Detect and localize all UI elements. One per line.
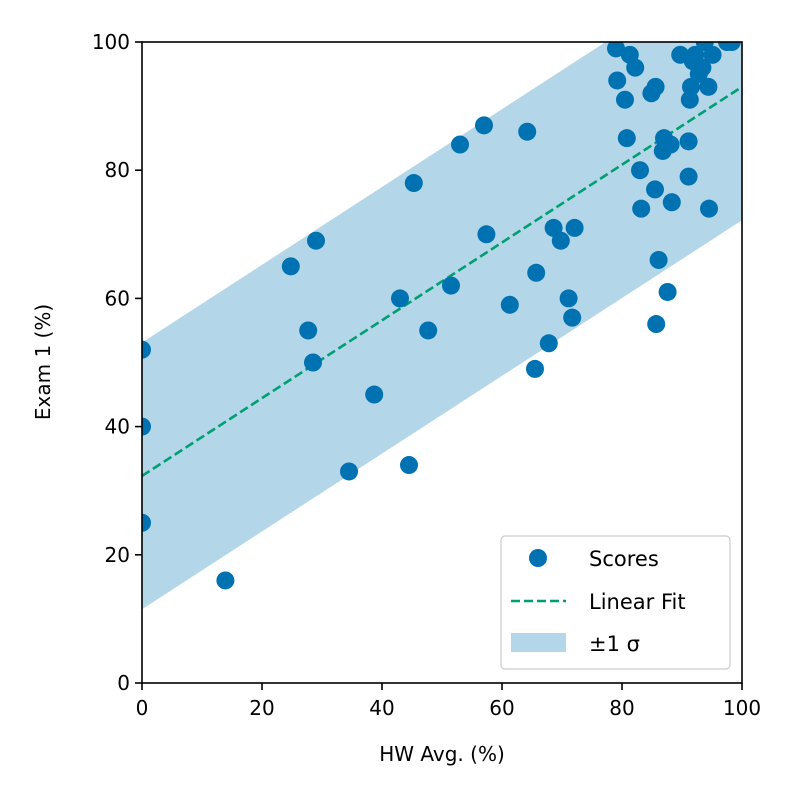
data-point — [400, 456, 418, 475]
data-point — [565, 218, 584, 237]
data-point — [679, 167, 698, 186]
y-tick-label: 60 — [105, 286, 130, 310]
data-point — [340, 462, 358, 481]
legend-marker-scores — [529, 549, 547, 567]
legend-label-band: ±1 σ — [589, 632, 640, 656]
data-point — [626, 58, 645, 77]
data-point — [304, 353, 322, 372]
x-tick-label: 80 — [609, 696, 634, 720]
y-tick-label: 20 — [105, 543, 130, 567]
y-tick-label: 80 — [105, 158, 130, 182]
data-point — [475, 116, 493, 135]
data-point — [142, 340, 151, 359]
x-tick-label: 100 — [723, 696, 761, 720]
data-point — [391, 289, 409, 308]
data-point — [661, 135, 680, 154]
data-point — [722, 42, 741, 51]
x-tick-label: 0 — [136, 696, 149, 720]
data-point — [632, 199, 651, 218]
y-axis-label: Exam 1 (%) — [31, 304, 55, 420]
data-point — [679, 132, 698, 151]
data-point — [646, 77, 665, 96]
data-point — [442, 276, 460, 295]
data-point — [647, 315, 666, 334]
data-point — [631, 161, 649, 180]
linear-fit-line — [142, 85, 742, 478]
x-axis-label: HW Avg. (%) — [379, 742, 505, 766]
data-point — [281, 257, 300, 276]
data-point — [419, 321, 438, 340]
axes-frame — [141, 41, 743, 684]
data-point — [477, 225, 496, 244]
data-point — [693, 58, 712, 77]
data-point — [299, 321, 318, 340]
data-point — [608, 71, 627, 90]
data-point — [649, 250, 668, 269]
legend: Scores Linear Fit ±1 σ — [500, 535, 731, 670]
y-tick-label: 0 — [117, 671, 130, 695]
data-point — [404, 174, 423, 193]
data-point — [518, 122, 537, 141]
data-point — [539, 334, 558, 353]
data-point — [646, 180, 664, 199]
data-point — [658, 282, 677, 301]
data-point — [607, 42, 625, 58]
data-point — [616, 90, 634, 109]
data-point — [551, 231, 570, 250]
data-point — [307, 231, 325, 250]
data-point — [365, 385, 384, 404]
data-point — [559, 289, 578, 308]
x-tick-label: 20 — [249, 696, 274, 720]
legend-marker-band — [511, 633, 566, 652]
data-point — [527, 263, 546, 282]
data-point — [699, 77, 718, 96]
data-point — [142, 417, 151, 436]
points-layer — [142, 42, 741, 590]
data-point — [700, 199, 718, 218]
y-tick-label: 100 — [92, 30, 130, 54]
data-point — [662, 193, 681, 212]
plot-area — [142, 42, 742, 610]
data-point — [526, 359, 544, 378]
legend-label-fit: Linear Fit — [589, 590, 686, 614]
fit-line-layer — [142, 85, 742, 478]
x-tick-label: 60 — [489, 696, 514, 720]
legend-label-scores: Scores — [589, 547, 659, 571]
data-point — [216, 571, 235, 590]
data-point — [617, 129, 636, 148]
data-point — [563, 308, 582, 327]
data-point — [451, 135, 469, 154]
axis-ticks-layer: 0 20 40 60 80 100 0 20 40 60 80 100 — [92, 30, 761, 720]
y-tick-label: 40 — [105, 415, 130, 439]
data-point — [500, 295, 519, 314]
data-point — [703, 45, 722, 64]
data-point — [142, 513, 151, 532]
x-tick-label: 40 — [369, 696, 394, 720]
